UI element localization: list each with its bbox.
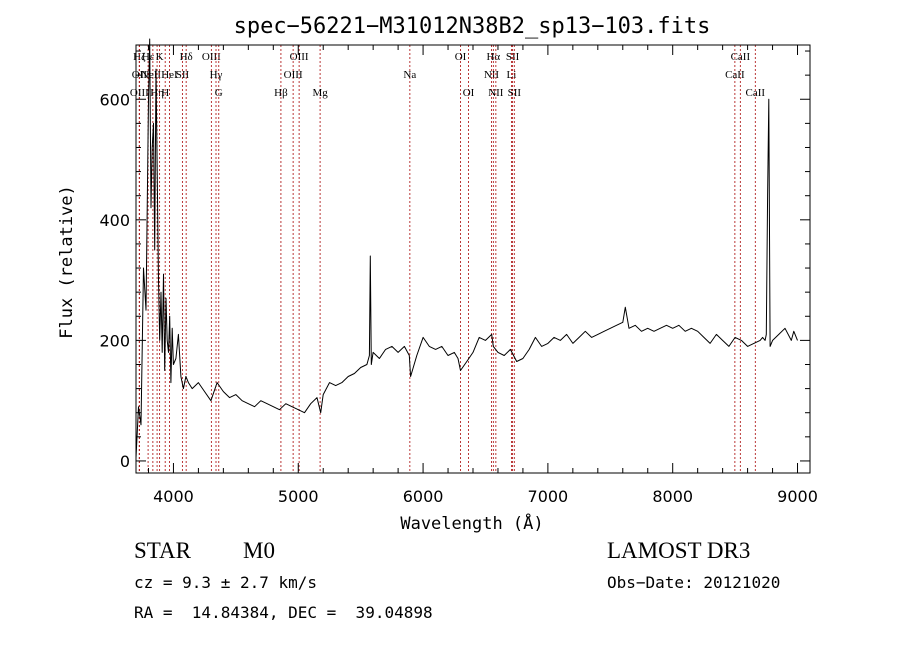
line-marker-label-2: OIII <box>130 87 149 99</box>
line-marker-label-29: CaII <box>746 87 766 99</box>
object-subclass: M0 <box>243 538 275 563</box>
x-tick-label-2: 6000 <box>403 487 444 506</box>
line-marker-label-8: HeI <box>161 69 178 81</box>
line-marker-label-17: Mg <box>312 87 328 99</box>
axes: 4000 5000 6000 7000 8000 9000 0 200 400 600 <box>99 45 818 506</box>
line-marker-label-26: SII <box>508 87 522 99</box>
line-marker-label-4: NeIII <box>141 69 165 81</box>
line-marker-label-7: H <box>161 87 169 99</box>
line-marker-label-10: Hδ <box>180 51 193 63</box>
chart-title: spec−56221−M31012N38B2_sp13−103.fits <box>234 14 711 39</box>
line-marker-label-9: SII <box>176 69 190 81</box>
line-marker-label-20: OI <box>463 87 475 99</box>
line-markers: HζOIIOIIIHεNeIIIHηKHHeISIIHδOIIIHγGHβOII… <box>130 45 766 473</box>
object-class: STAR <box>134 538 191 563</box>
line-marker-label-12: Hγ <box>210 69 223 81</box>
spectrum-line <box>135 38 798 458</box>
line-marker-label-28: CaII <box>731 51 751 63</box>
line-marker-label-27: CaII <box>725 69 745 81</box>
y-tick-label-2: 400 <box>99 211 130 230</box>
line-marker-label-11: OIII <box>202 51 221 63</box>
x-axis-label: Wavelength (Å) <box>400 512 543 534</box>
line-marker-label-15: OIII <box>284 69 303 81</box>
line-marker-label-5: Hη <box>150 87 164 99</box>
line-marker-label-3: Hε <box>142 51 155 63</box>
y-tick-label-3: 600 <box>99 90 130 109</box>
line-marker-label-22: Hα <box>486 51 500 63</box>
x-tick-label-3: 7000 <box>528 487 569 506</box>
x-tick-label-0: 4000 <box>153 487 194 506</box>
line-marker-label-25: SII <box>506 51 520 63</box>
line-marker-label-18: Na <box>403 69 416 81</box>
obs-date: Obs−Date: 20121020 <box>607 573 781 592</box>
redshift-readout: cz = 9.3 ± 2.7 km/s <box>134 573 318 592</box>
y-tick-label-0: 0 <box>120 452 130 471</box>
x-tick-label-1: 5000 <box>278 487 319 506</box>
x-tick-label-5: 9000 <box>777 487 818 506</box>
line-marker-label-6: K <box>156 51 164 63</box>
line-marker-label-16: OIII <box>290 51 309 63</box>
spectrum-series <box>135 38 798 458</box>
y-tick-label-1: 200 <box>99 331 130 350</box>
coordinates: RA = 14.84384, DEC = 39.04898 <box>134 603 433 622</box>
line-marker-label-24: Li <box>507 69 517 81</box>
line-marker-label-21: NII <box>484 69 500 81</box>
line-marker-label-14: Hβ <box>274 87 288 99</box>
y-axis-label: Flux (relative) <box>57 185 77 339</box>
x-tick-label-4: 8000 <box>652 487 693 506</box>
line-marker-label-23: NII <box>488 87 504 99</box>
line-marker-label-19: OI <box>455 51 467 63</box>
line-marker-label-13: G <box>215 87 223 99</box>
survey-name: LAMOST DR3 <box>607 538 751 563</box>
plot-frame <box>135 44 811 474</box>
